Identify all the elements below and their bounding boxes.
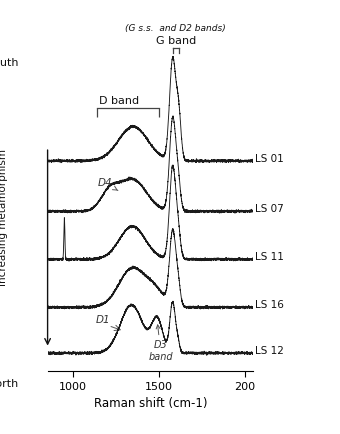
Text: D band: D band	[100, 96, 140, 106]
Text: LS 07: LS 07	[255, 204, 284, 214]
Text: LS 16: LS 16	[255, 300, 284, 310]
Text: (G s.s.  and D2 bands): (G s.s. and D2 bands)	[125, 24, 226, 33]
Text: D1: D1	[96, 315, 111, 325]
Text: D4: D4	[98, 178, 118, 191]
Text: G band: G band	[155, 36, 196, 46]
X-axis label: Raman shift (cm-1): Raman shift (cm-1)	[94, 397, 207, 410]
Text: North: North	[0, 379, 19, 389]
Text: Increasing metamorphism: Increasing metamorphism	[0, 148, 8, 286]
Text: LS 11: LS 11	[255, 252, 284, 262]
Text: LS 01: LS 01	[255, 154, 284, 164]
Text: D3
band: D3 band	[148, 325, 173, 362]
Text: LS 12: LS 12	[255, 346, 284, 356]
Text: South: South	[0, 58, 19, 68]
